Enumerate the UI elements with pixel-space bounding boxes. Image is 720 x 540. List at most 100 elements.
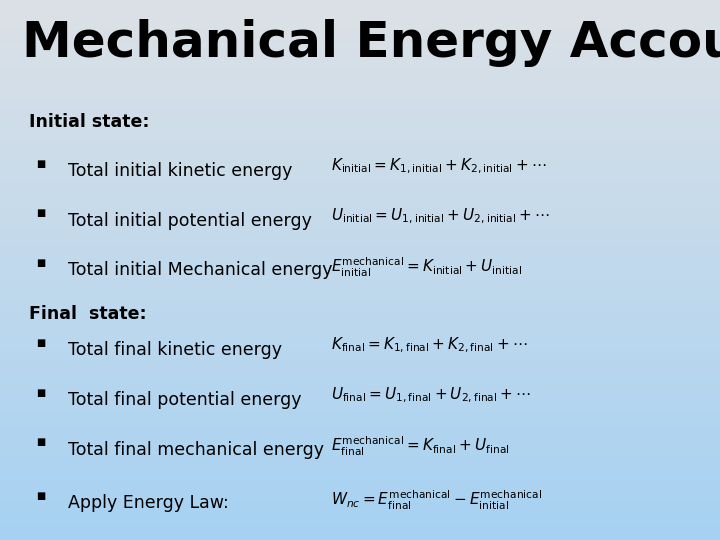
Bar — [0, 274, 720, 275]
Bar — [0, 228, 720, 231]
Bar — [0, 339, 720, 340]
Bar — [0, 54, 720, 56]
Bar — [0, 477, 720, 479]
Bar — [0, 189, 720, 191]
Bar — [0, 282, 720, 285]
Bar — [0, 85, 720, 86]
Bar — [0, 441, 720, 443]
Bar — [0, 279, 720, 281]
Bar — [0, 452, 720, 454]
Bar — [0, 90, 720, 92]
Bar — [0, 459, 720, 461]
Bar — [0, 86, 720, 88]
Bar — [0, 59, 720, 61]
Bar — [0, 407, 720, 409]
Bar — [0, 167, 720, 169]
Bar — [0, 123, 720, 124]
Bar — [0, 509, 720, 511]
Text: $U_{\mathrm{initial}} = U_{1,\mathrm{initial}} + U_{2,\mathrm{initial}} + \cdots: $U_{\mathrm{initial}} = U_{1,\mathrm{ini… — [331, 206, 550, 226]
Bar — [0, 218, 720, 220]
Bar — [0, 193, 720, 194]
Text: ■: ■ — [36, 338, 45, 348]
Bar — [0, 81, 720, 83]
Bar — [0, 146, 720, 147]
Bar — [0, 113, 720, 115]
Bar — [0, 11, 720, 12]
Bar — [0, 270, 720, 272]
Bar — [0, 144, 720, 146]
Bar — [0, 180, 720, 182]
Bar — [0, 366, 720, 367]
Bar — [0, 97, 720, 99]
Bar — [0, 313, 720, 315]
Bar — [0, 103, 720, 104]
Bar — [0, 120, 720, 123]
Bar — [0, 531, 720, 533]
Bar — [0, 135, 720, 137]
Bar — [0, 326, 720, 328]
Text: ■: ■ — [36, 208, 45, 219]
Bar — [0, 15, 720, 16]
Bar — [0, 236, 720, 238]
Bar — [0, 328, 720, 329]
Bar — [0, 436, 720, 437]
Bar — [0, 513, 720, 515]
Bar — [0, 200, 720, 201]
Bar — [0, 77, 720, 79]
Bar — [0, 293, 720, 295]
Bar — [0, 380, 720, 382]
Bar — [0, 470, 720, 471]
Bar — [0, 245, 720, 247]
Bar — [0, 76, 720, 77]
Text: Total initial kinetic energy: Total initial kinetic energy — [68, 162, 293, 180]
Text: $U_{\mathrm{final}} = U_{1,\mathrm{final}} + U_{2,\mathrm{final}} + \cdots$: $U_{\mathrm{final}} = U_{1,\mathrm{final… — [331, 386, 531, 405]
Bar — [0, 272, 720, 274]
Bar — [0, 351, 720, 353]
Bar — [0, 191, 720, 193]
Bar — [0, 290, 720, 292]
Text: Total initial potential energy: Total initial potential energy — [68, 212, 312, 230]
Bar — [0, 427, 720, 428]
Bar — [0, 69, 720, 70]
Bar — [0, 110, 720, 112]
Bar — [0, 409, 720, 410]
Bar — [0, 277, 720, 279]
Bar — [0, 378, 720, 380]
Bar — [0, 157, 720, 158]
Bar — [0, 7, 720, 9]
Bar — [0, 194, 720, 196]
Bar — [0, 374, 720, 376]
Bar — [0, 247, 720, 248]
Bar — [0, 49, 720, 50]
Bar — [0, 207, 720, 209]
Bar — [0, 56, 720, 58]
Bar — [0, 309, 720, 312]
Bar — [0, 344, 720, 346]
Bar — [0, 369, 720, 371]
Bar — [0, 238, 720, 239]
Bar — [0, 355, 720, 356]
Bar — [0, 220, 720, 221]
Bar — [0, 340, 720, 342]
Bar — [0, 126, 720, 128]
Text: Total final potential energy: Total final potential energy — [68, 391, 302, 409]
Bar — [0, 396, 720, 398]
Bar — [0, 139, 720, 140]
Bar — [0, 319, 720, 320]
Text: $K_{\mathrm{initial}} = K_{1,\mathrm{initial}} + K_{2,\mathrm{initial}} + \cdots: $K_{\mathrm{initial}} = K_{1,\mathrm{ini… — [331, 157, 546, 176]
Bar — [0, 25, 720, 27]
Bar — [0, 292, 720, 293]
Bar — [0, 475, 720, 477]
Bar — [0, 184, 720, 185]
Bar — [0, 212, 720, 214]
Bar — [0, 306, 720, 308]
Bar — [0, 234, 720, 236]
Text: $K_{\mathrm{final}} = K_{1,\mathrm{final}} + K_{2,\mathrm{final}} + \cdots$: $K_{\mathrm{final}} = K_{1,\mathrm{final… — [331, 336, 528, 355]
Bar — [0, 367, 720, 369]
Text: Total final kinetic energy: Total final kinetic energy — [68, 341, 282, 359]
Bar — [0, 394, 720, 396]
Bar — [0, 535, 720, 536]
Bar — [0, 421, 720, 423]
Bar — [0, 265, 720, 266]
Bar — [0, 430, 720, 432]
